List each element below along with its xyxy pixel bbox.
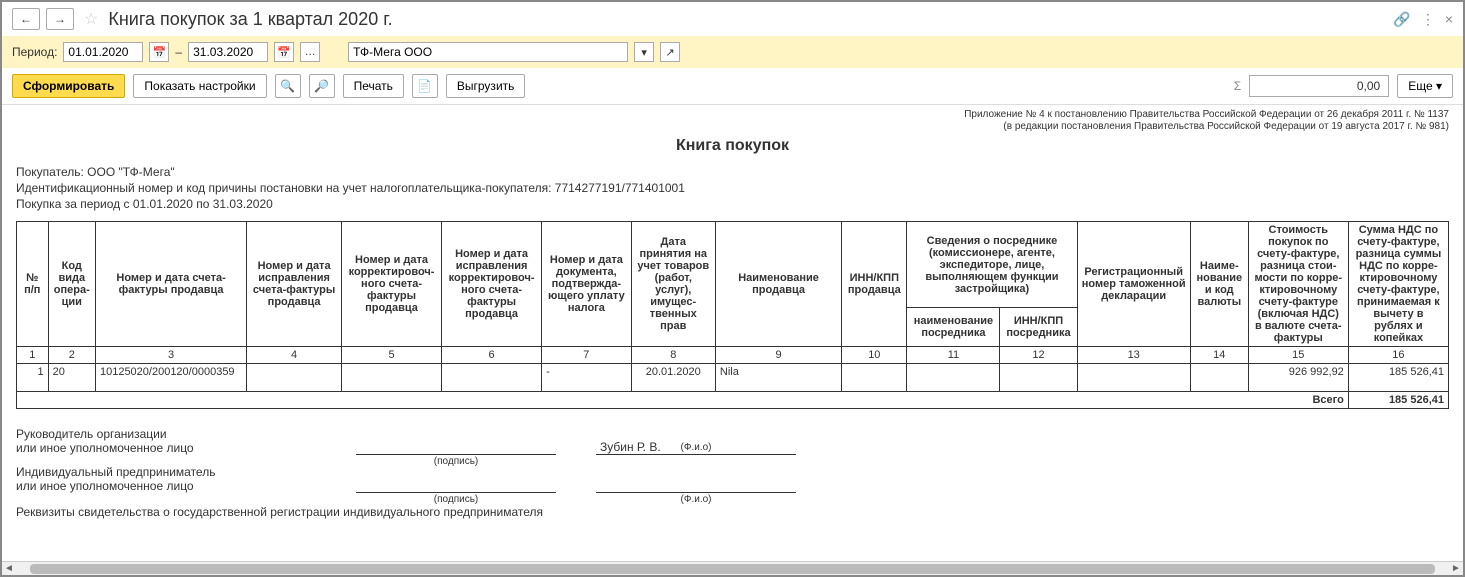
- zoom-in-icon[interactable]: 🔍: [275, 74, 301, 98]
- horizontal-scrollbar[interactable]: ◄ ►: [2, 561, 1463, 575]
- appendix-line-1: Приложение № 4 к постановлению Правитель…: [16, 109, 1449, 121]
- col-4-header: Номер и дата исправления счета-фактуры п…: [247, 222, 342, 347]
- calendar-from-icon[interactable]: 📅: [149, 42, 169, 62]
- sum-field[interactable]: 0,00: [1249, 75, 1389, 97]
- col-7-header: Номер и дата документа, подтвержда-ющего…: [542, 222, 632, 347]
- scroll-left-icon[interactable]: ◄: [2, 563, 16, 574]
- buyer-line: Покупатель: ООО "ТФ-Мега": [16, 165, 1449, 179]
- signature-name-1: Зубин Р. В. (Ф.и.о): [596, 440, 796, 455]
- col-1-header: № п/п: [17, 222, 49, 347]
- signature-name-2: (Ф.и.о): [596, 492, 796, 493]
- app-window: ← → ☆ Книга покупок за 1 квартал 2020 г.…: [0, 0, 1465, 577]
- titlebar: ← → ☆ Книга покупок за 1 квартал 2020 г.…: [2, 2, 1463, 36]
- appendix-line-2: (в редакции постановления Правительства …: [16, 121, 1449, 133]
- total-row: Всего 185 526,41: [17, 392, 1449, 409]
- signature-block: Руководитель организации или иное уполно…: [16, 427, 1449, 519]
- col-3-header: Номер и дата счета-фактуры продавца: [95, 222, 246, 347]
- date-from-input[interactable]: [63, 42, 143, 62]
- document-title: Книга покупок: [16, 137, 1449, 155]
- period-bar: Период: 📅 – 📅 … ▾ ↗: [2, 36, 1463, 68]
- col-13-header: Регистрационный номер таможенной деклара…: [1077, 222, 1190, 347]
- col-6-header: Номер и дата исправления корректировоч-н…: [442, 222, 542, 347]
- scrollbar-thumb[interactable]: [30, 564, 1435, 574]
- period-line: Покупка за период с 01.01.2020 по 31.03.…: [16, 197, 1449, 211]
- ip-label-1: Индивидуальный предприниматель: [16, 465, 356, 479]
- show-settings-button[interactable]: Показать настройки: [133, 74, 266, 98]
- col-9-header: Наименование продавца: [715, 222, 841, 347]
- head-org-label-2: или иное уполномоченное лицо: [16, 441, 356, 455]
- org-dropdown-icon[interactable]: ▾: [634, 42, 654, 62]
- inn-line: Идентификационный номер и код причины по…: [16, 181, 1449, 195]
- ip-label-2: или иное уполномоченное лицо: [16, 479, 356, 493]
- col-11-header: наименование посредника: [907, 308, 1000, 347]
- print-button[interactable]: Печать: [343, 74, 404, 98]
- col-16-header: Сумма НДС по счету-фактуре, разница сумм…: [1348, 222, 1448, 347]
- col-2-header: Код вида опера-ции: [48, 222, 95, 347]
- export-button[interactable]: Выгрузить: [446, 74, 526, 98]
- generate-button[interactable]: Сформировать: [12, 74, 125, 98]
- signature-line-2: (подпись): [356, 492, 556, 493]
- table-row[interactable]: 1 20 10125020/200120/0000359 - 20.01.202…: [17, 364, 1449, 392]
- report-content: Приложение № 4 к постановлению Правитель…: [2, 105, 1463, 561]
- kebab-icon[interactable]: ⋮: [1421, 11, 1435, 28]
- page-title: Книга покупок за 1 квартал 2020 г.: [108, 9, 392, 30]
- sigma-icon[interactable]: Σ: [1234, 79, 1241, 93]
- forward-button[interactable]: →: [46, 8, 74, 30]
- scroll-right-icon[interactable]: ►: [1449, 563, 1463, 574]
- period-picker-button[interactable]: …: [300, 42, 320, 62]
- organization-input[interactable]: [348, 42, 628, 62]
- col-8-header: Дата принятия на учет товаров (работ, ус…: [631, 222, 715, 347]
- col-5-header: Номер и дата корректировоч-ного счета-фа…: [341, 222, 441, 347]
- link-icon[interactable]: 🔗: [1393, 11, 1410, 28]
- calendar-to-icon[interactable]: 📅: [274, 42, 294, 62]
- org-open-icon[interactable]: ↗: [660, 42, 680, 62]
- zoom-out-icon[interactable]: 🔎: [309, 74, 335, 98]
- head-org-label-1: Руководитель организации: [16, 427, 356, 441]
- purchase-book-table: № п/п Код вида опера-ции Номер и дата сч…: [16, 221, 1449, 409]
- registration-details-label: Реквизиты свидетельства о государственно…: [16, 505, 1449, 519]
- signature-line-1: (подпись): [356, 454, 556, 455]
- page-setup-icon[interactable]: 📄: [412, 74, 438, 98]
- period-label: Период:: [12, 45, 57, 59]
- col-15-header: Стоимость покупок по счету-фактуре, разн…: [1248, 222, 1348, 347]
- date-to-input[interactable]: [188, 42, 268, 62]
- favorite-icon[interactable]: ☆: [84, 9, 98, 29]
- col-10-header: ИНН/КПП продавца: [842, 222, 907, 347]
- col-14-header: Наиме-нование и код валюты: [1190, 222, 1248, 347]
- col-11-12-group-header: Сведения о посреднике (комиссионере, аге…: [907, 222, 1077, 308]
- toolbar: Сформировать Показать настройки 🔍 🔎 Печа…: [2, 68, 1463, 105]
- more-button[interactable]: Еще ▾: [1397, 74, 1453, 98]
- back-button[interactable]: ←: [12, 8, 40, 30]
- close-icon[interactable]: ×: [1445, 11, 1453, 27]
- period-dash: –: [175, 45, 182, 59]
- col-12-header: ИНН/КПП посредника: [1000, 308, 1077, 347]
